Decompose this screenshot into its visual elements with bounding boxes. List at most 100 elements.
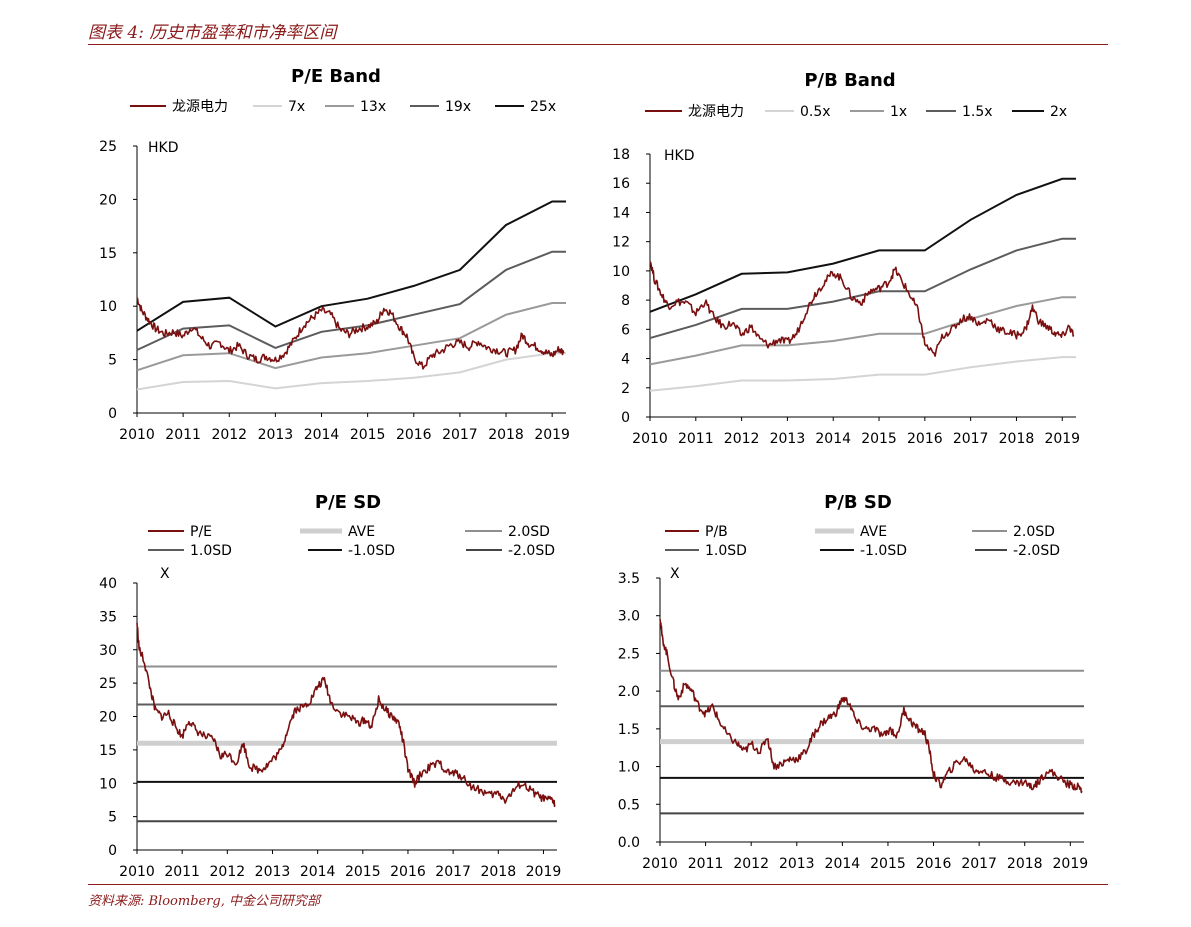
pb_sd-y-tick-label: 3.5	[618, 571, 640, 587]
pe_band-y-tick-label: 0	[108, 406, 117, 422]
pb_band-legend-label: 龙源电力	[688, 104, 744, 120]
pb_band-y-tick-label: 10	[612, 264, 630, 280]
pe_band-legend-label: 龙源电力	[172, 99, 228, 115]
pb_sd-unit-label: X	[670, 566, 680, 582]
pb_sd-x-tick-label: 2013	[779, 856, 815, 872]
pe_sd-y-tick-label: 0	[108, 843, 117, 859]
pb_sd-y-tick-label: 1.5	[618, 722, 640, 738]
pe_sd-x-tick-label: 2015	[345, 864, 381, 880]
pe_sd-x-tick-label: 2010	[119, 864, 155, 880]
pe_band-x-tick-label: 2012	[211, 427, 247, 443]
pb_sd-y-tick-label: 0.5	[618, 797, 640, 813]
pb_sd-legend-label: P/B	[705, 524, 728, 540]
pb_sd-x-tick-label: 2019	[1053, 856, 1089, 872]
pe_sd-y-tick-label: 40	[99, 576, 117, 592]
pe_band-band-7x	[136, 352, 566, 391]
pe_band-y-tick-label: 10	[99, 299, 117, 315]
pb_band-x-tick-label: 2013	[770, 431, 806, 447]
pe_band-legend-label: 19x	[445, 99, 471, 115]
pe_band-title: P/E Band	[291, 66, 381, 87]
pe_sd-x-tick-label: 2014	[300, 864, 336, 880]
pb_sd-chart: P/B SD X 0.0 0.5 1.0 1.5 2.0 2.5 3.0 3.5 2010 2011 2…	[618, 492, 1088, 872]
pe_sd-x-tick-label: 2018	[480, 864, 516, 880]
pe_band-x-tick-label: 2016	[396, 427, 432, 443]
pe_sd-y-tick-label: 35	[99, 609, 117, 625]
pe_sd-legend-label: -1.0SD	[348, 543, 395, 559]
pe_sd-legend: P/E AVE 2.0SD 1.0SD -1.0SD -2.0SD	[148, 524, 555, 559]
pb_sd-legend: P/B AVE 2.0SD 1.0SD -1.0SD -2.0SD	[665, 524, 1060, 559]
source-note: 资料来源: Bloomberg, 中金公司研究部	[88, 894, 321, 909]
pb_sd-series-P/B	[659, 619, 1083, 794]
pe_band-legend-label: 25x	[530, 99, 556, 115]
pb_band-x-tick-label: 2015	[861, 431, 897, 447]
pb_band-legend-label: 2x	[1050, 104, 1067, 120]
pe_band-chart: P/E Band HKD 0 5 10 15 20 25 2010 2011 2012 2013 201…	[99, 66, 570, 443]
pe_band-x-tick-label: 2014	[304, 427, 340, 443]
pb_sd-x-tick-label: 2011	[688, 856, 724, 872]
pe_band-legend-label: 13x	[360, 99, 386, 115]
pe_sd-chart: P/E SD X 0 5 10 15 20 25 30 35 40 2010 2011 2012 2013 2…	[99, 492, 561, 880]
pb_band-series-龙源电力	[649, 261, 1075, 357]
pb_sd-x-tick-label: 2018	[1007, 856, 1043, 872]
pb_band-x-tick-label: 2014	[815, 431, 851, 447]
pb_band-y-tick-label: 8	[621, 293, 630, 309]
pe_band-series-龙源电力	[136, 297, 565, 370]
pb_band-title: P/B Band	[804, 70, 895, 91]
pe_sd-x-tick-label: 2019	[526, 864, 562, 880]
pb_band-y-tick-label: 0	[621, 410, 630, 426]
pb_band-band-2x	[649, 177, 1076, 313]
pe_band-x-tick-label: 2011	[165, 427, 201, 443]
pb_sd-x-tick-label: 2016	[916, 856, 952, 872]
pe_band-legend: 龙源电力 7x 13x 19x 25x	[130, 99, 556, 115]
pb_band-y-tick-label: 6	[621, 322, 630, 338]
pb_sd-x-tick-label: 2010	[642, 856, 678, 872]
pb_band-y-tick-label: 2	[621, 381, 630, 397]
pe_band-x-tick-label: 2013	[258, 427, 294, 443]
pb_band-legend-label: 1.5x	[962, 104, 993, 120]
pe_sd-legend-label: 1.0SD	[190, 543, 232, 559]
pb_band-x-tick-label: 2010	[632, 431, 668, 447]
pe_band-x-tick-label: 2015	[350, 427, 386, 443]
pb_band-legend-label: 1x	[890, 104, 907, 120]
pb_band-y-tick-label: 14	[612, 205, 630, 221]
pb_sd-legend-label: AVE	[860, 524, 887, 540]
pb_sd-x-tick-label: 2015	[870, 856, 906, 872]
pb_sd-legend-label: 2.0SD	[1013, 524, 1055, 540]
pe_sd-x-tick-label: 2012	[210, 864, 246, 880]
pb_band-x-tick-label: 2012	[724, 431, 760, 447]
pe_sd-y-tick-label: 25	[99, 676, 117, 692]
pb_band-y-tick-label: 12	[612, 235, 630, 251]
pe_sd-y-tick-label: 15	[99, 743, 117, 759]
pe_band-y-tick-label: 20	[99, 192, 117, 208]
pe_band-band-25x	[136, 200, 566, 332]
pb_band-x-tick-label: 2016	[907, 431, 943, 447]
pe_sd-x-tick-label: 2011	[164, 864, 200, 880]
pe_sd-y-tick-label: 30	[99, 643, 117, 659]
pe_sd-title: P/E SD	[315, 492, 381, 513]
pe_band-x-tick-label: 2017	[442, 427, 478, 443]
pb_sd-x-tick-label: 2017	[961, 856, 997, 872]
pe_sd-x-tick-label: 2017	[435, 864, 471, 880]
bottom-rule	[88, 884, 1108, 885]
pe_sd-unit-label: X	[160, 566, 170, 582]
pe_sd-legend-label: AVE	[348, 524, 375, 540]
top-rule	[88, 44, 1108, 45]
pb_sd-y-tick-label: 1.0	[618, 760, 640, 776]
pb_band-x-tick-label: 2019	[1044, 431, 1080, 447]
pe_sd-y-tick-label: 20	[99, 710, 117, 726]
pb_band-chart: P/B Band HKD 0 2 4 6 8 10 12 14 16 18 2010 2011 2012 20…	[612, 70, 1080, 447]
pe_band-y-tick-label: 5	[108, 353, 117, 369]
pe_sd-legend-label: P/E	[190, 524, 212, 540]
pe_band-y-tick-label: 15	[99, 246, 117, 262]
pe_band-x-tick-label: 2010	[119, 427, 155, 443]
pe_band-unit-label: HKD	[148, 140, 179, 156]
pb_band-legend: 龙源电力 0.5x 1x 1.5x 2x	[645, 104, 1067, 120]
pb_band-band-1.5x	[649, 237, 1076, 340]
pb_sd-x-tick-label: 2012	[733, 856, 769, 872]
pb_band-x-tick-label: 2017	[953, 431, 989, 447]
pe_sd-x-tick-label: 2016	[390, 864, 426, 880]
pb_sd-legend-label: -2.0SD	[1013, 543, 1060, 559]
pb_band-x-tick-label: 2011	[678, 431, 714, 447]
pb_sd-legend-label: 1.0SD	[705, 543, 747, 559]
